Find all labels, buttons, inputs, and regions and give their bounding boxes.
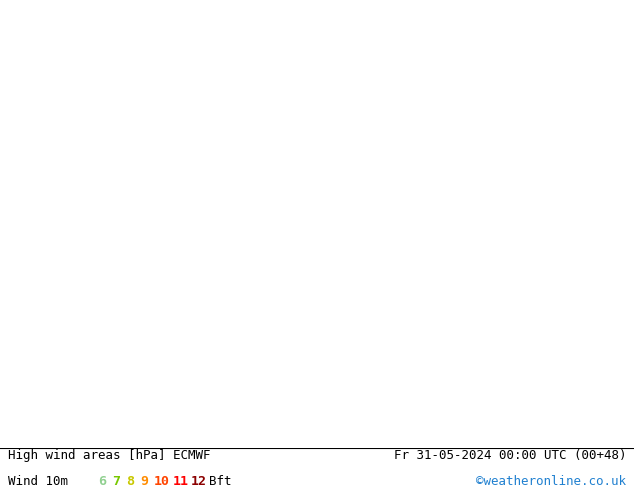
Text: 8: 8 <box>126 475 134 488</box>
Text: 6: 6 <box>98 475 107 488</box>
Text: Bft: Bft <box>209 475 231 488</box>
Text: High wind areas [hPa] ECMWF: High wind areas [hPa] ECMWF <box>8 449 210 462</box>
Text: 11: 11 <box>173 475 189 488</box>
Text: ©weatheronline.co.uk: ©weatheronline.co.uk <box>476 475 626 488</box>
Text: 12: 12 <box>191 475 207 488</box>
Text: Fr 31-05-2024 00:00 UTC (00+48): Fr 31-05-2024 00:00 UTC (00+48) <box>394 449 626 462</box>
Text: 9: 9 <box>140 475 148 488</box>
Text: 7: 7 <box>112 475 120 488</box>
Text: 10: 10 <box>154 475 170 488</box>
Text: Wind 10m: Wind 10m <box>8 475 68 488</box>
